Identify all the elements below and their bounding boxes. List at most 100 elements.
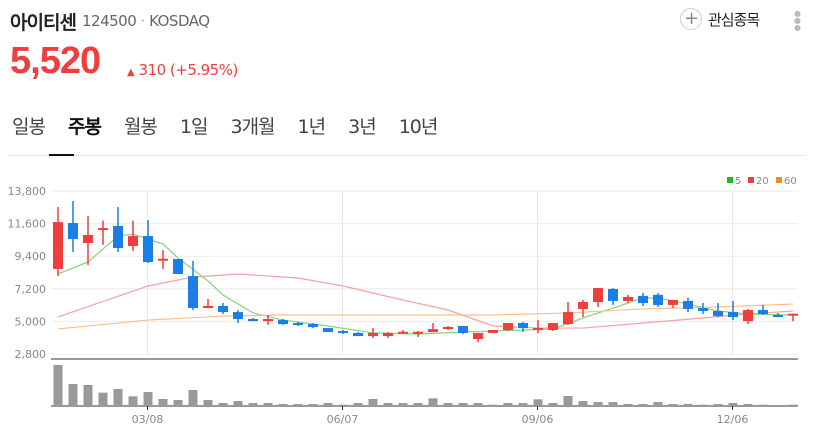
candle-body — [578, 301, 588, 309]
candle-body — [773, 315, 783, 318]
volume-bar — [368, 399, 378, 406]
candle — [383, 332, 393, 338]
candle-body — [728, 312, 738, 318]
volume-bar — [398, 403, 408, 406]
candle-body — [188, 276, 198, 309]
candle — [533, 320, 543, 333]
x-tick-label: 12/06 — [717, 413, 749, 426]
candle — [368, 328, 378, 338]
candle-body — [293, 323, 303, 326]
legend-label: 60 — [784, 176, 797, 187]
volume-bar — [713, 404, 723, 406]
candle-body — [53, 222, 63, 269]
tab-3years[interactable]: 3년 — [348, 116, 377, 138]
watchlist-button[interactable]: + 관심종목 — [680, 8, 760, 30]
candle-body — [368, 332, 378, 337]
volume-bar — [128, 396, 138, 406]
tab-3months[interactable]: 3개월 — [230, 116, 275, 138]
candle-body — [128, 236, 138, 246]
candle — [743, 308, 753, 325]
candle-body — [143, 236, 153, 262]
x-tick-label: 03/08 — [132, 413, 164, 426]
candle-body — [473, 332, 483, 340]
volume-bar — [503, 403, 513, 406]
stock-code-market: 124500 · KOSDAQ — [82, 12, 210, 30]
candle — [158, 249, 168, 269]
more-options-icon[interactable]: ● ● ● — [794, 9, 801, 32]
candle-body — [263, 319, 273, 322]
tab-daily[interactable]: 일봉 — [12, 116, 46, 138]
candle — [638, 292, 648, 307]
volume-bar — [83, 385, 93, 406]
candle-body — [653, 294, 663, 305]
candle-body — [533, 328, 543, 331]
volume-bar — [308, 404, 318, 406]
volume-bar — [203, 400, 213, 406]
candle-body — [488, 329, 498, 333]
volume-bar — [443, 403, 453, 406]
candle-body — [158, 258, 168, 261]
candle — [218, 303, 228, 315]
volume-bar — [488, 404, 498, 406]
volume-bar — [593, 402, 603, 406]
candle — [323, 328, 333, 333]
candle — [428, 323, 438, 333]
x-tick-label: 06/07 — [327, 413, 359, 426]
market: KOSDAQ — [149, 12, 210, 30]
candle-body — [338, 331, 348, 334]
candle — [128, 220, 138, 252]
tab-1day[interactable]: 1일 — [179, 116, 209, 138]
stock-name: 아이티센 — [10, 12, 77, 34]
volume-bar — [788, 404, 798, 406]
candle — [203, 299, 213, 309]
y-tick-label: 9,400 — [15, 250, 47, 263]
candle — [83, 216, 93, 266]
candle — [593, 288, 603, 308]
candle-body — [398, 331, 408, 334]
legend-swatch — [727, 177, 733, 183]
candle — [98, 220, 108, 245]
tab-1year[interactable]: 1년 — [297, 116, 327, 138]
legend-swatch — [748, 177, 754, 183]
tab-10years[interactable]: 10년 — [398, 116, 439, 138]
candle-body — [608, 288, 618, 301]
volume-bar — [353, 403, 363, 406]
volume-bar — [143, 392, 153, 406]
candle — [773, 312, 783, 318]
candle — [113, 207, 123, 253]
candle-body — [758, 309, 768, 314]
period-tabs: 일봉 주봉 월봉 1일 3개월 1년 3년 10년 — [12, 112, 460, 139]
candle — [698, 303, 708, 314]
volume-bar — [293, 404, 303, 406]
current-price: 5,520 — [10, 40, 101, 82]
candle-body — [503, 323, 513, 330]
volume-bar — [758, 404, 768, 406]
candle — [488, 329, 498, 333]
candle — [503, 323, 513, 332]
y-tick-label: 7,200 — [15, 283, 47, 296]
candle — [143, 220, 153, 264]
volume-bar — [518, 403, 528, 406]
candle-body — [218, 305, 228, 313]
candle — [263, 315, 273, 325]
ma20-line — [57, 273, 794, 329]
y-tick-label: 13,800 — [8, 185, 47, 198]
legend-label: 20 — [756, 176, 769, 187]
volume-bar — [263, 403, 273, 406]
separator: · — [140, 12, 146, 30]
candle-body — [233, 312, 243, 320]
candle-body — [353, 332, 363, 337]
candle — [473, 332, 483, 343]
volume-bar — [608, 402, 618, 406]
candle — [248, 317, 258, 322]
volume-bar — [98, 392, 108, 406]
candle — [788, 313, 798, 322]
y-tick-label: 11,600 — [8, 218, 47, 231]
volume-bar — [158, 399, 168, 406]
candle-body — [563, 312, 573, 325]
tab-weekly[interactable]: 주봉 — [67, 116, 102, 138]
tab-monthly[interactable]: 월봉 — [123, 116, 158, 138]
tab-divider — [8, 155, 806, 156]
candle — [518, 321, 528, 333]
